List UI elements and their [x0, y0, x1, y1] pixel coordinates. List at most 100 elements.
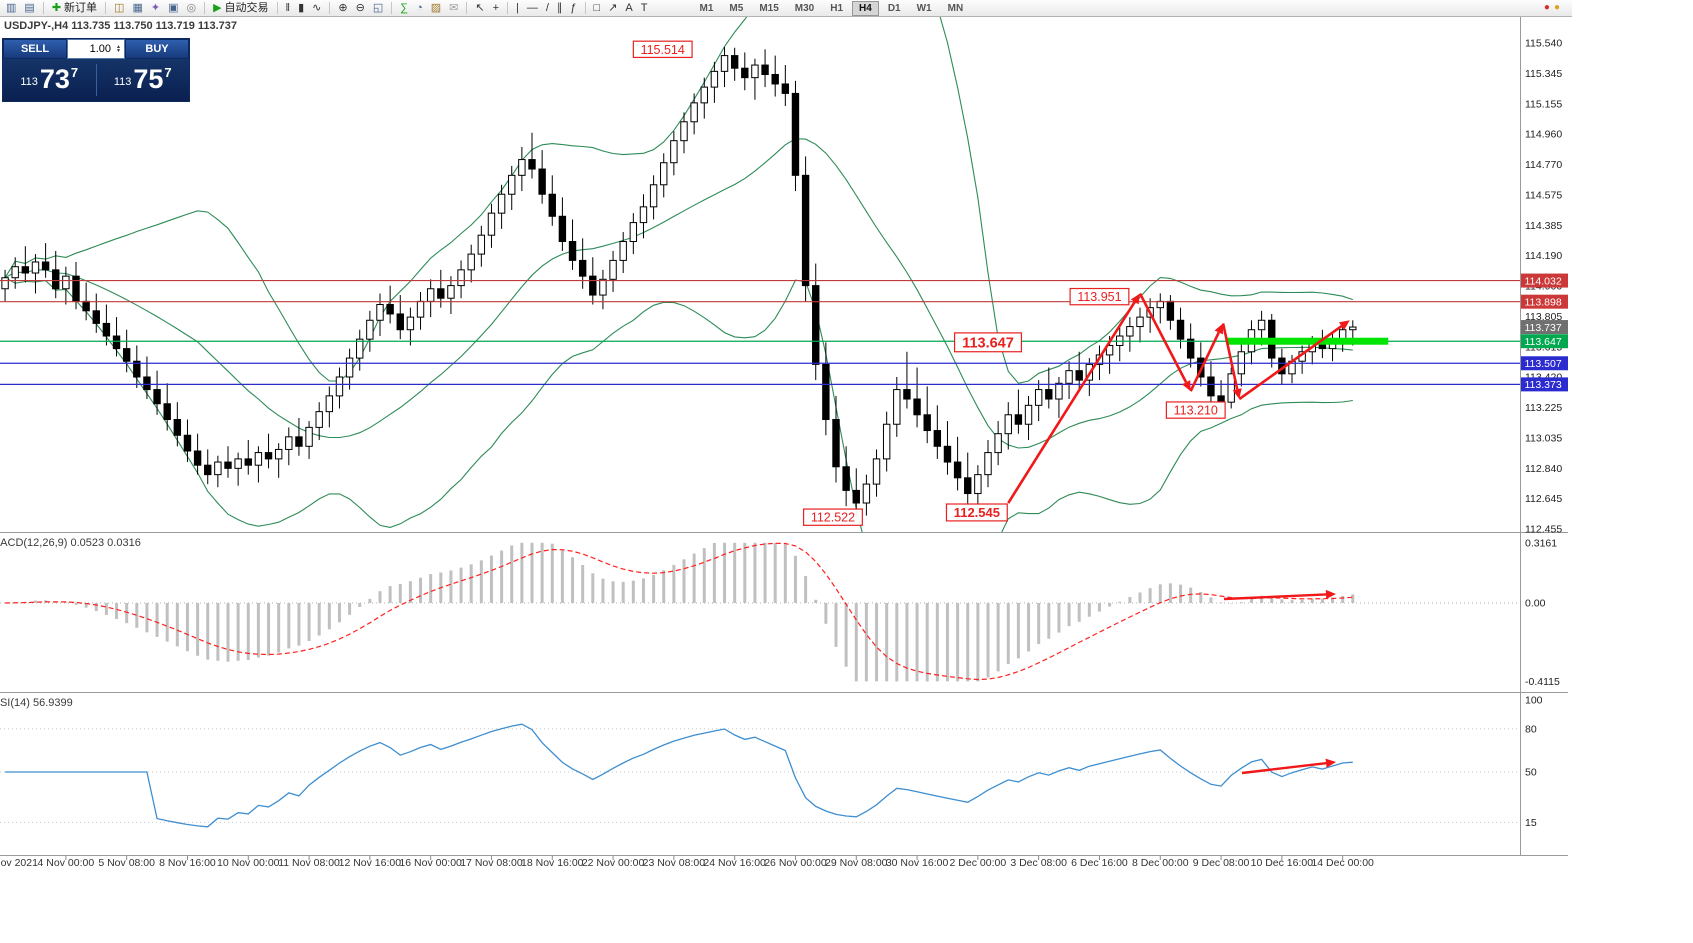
timeframe-h1-button[interactable]: H1 [823, 1, 850, 16]
bar-chart-mode-button[interactable]: ‖ [283, 1, 294, 16]
svg-text:30 Nov 16:00: 30 Nov 16:00 [886, 857, 949, 869]
volume-value[interactable]: 1.00 [89, 43, 111, 55]
templates-icon: ▨ [430, 1, 442, 14]
svg-text:8 Nov 16:00: 8 Nov 16:00 [159, 857, 216, 869]
trendline-button[interactable]: / [543, 1, 552, 16]
new-chart-button[interactable]: ▥ [3, 1, 19, 16]
buy-button[interactable]: BUY [125, 39, 189, 59]
svg-text:-0.4115: -0.4115 [1525, 676, 1560, 688]
zoom-in-icon: ⊕ [338, 1, 348, 14]
timeframe-h4-button[interactable]: H4 [852, 0, 879, 16]
candle-chart-mode-button[interactable]: ▮ [295, 1, 307, 16]
fibonacci-button[interactable]: ƒ [567, 1, 579, 16]
svg-text:18 Nov 16:00: 18 Nov 16:00 [521, 857, 584, 869]
bar-chart-mode-icon: ‖ [285, 1, 291, 14]
toolbar-separator [42, 2, 44, 14]
svg-text:8 Dec 00:00: 8 Dec 00:00 [1132, 857, 1189, 869]
mail-button[interactable]: ✉ [446, 1, 461, 16]
zoom-out-icon: ⊖ [355, 1, 365, 14]
connection-status-icon: ● [1543, 2, 1550, 13]
text-label-button[interactable]: T [638, 1, 651, 16]
buy-price-pip: 7 [164, 64, 172, 80]
svg-text:23 Nov 08:00: 23 Nov 08:00 [643, 857, 706, 869]
indicators-button[interactable]: ∑ [397, 1, 411, 16]
arrows-tool-button[interactable]: ↗ [605, 1, 620, 16]
timeframe-mn-button[interactable]: MN [941, 1, 971, 16]
zoom-out-button[interactable]: ⊖ [353, 1, 368, 16]
templates-button[interactable]: ▨ [428, 1, 444, 16]
spin-down-icon[interactable]: ▼ [116, 48, 121, 54]
data-window-button[interactable]: ▦ [129, 1, 145, 16]
cursor-button[interactable]: ↖ [472, 1, 487, 16]
crosshair-button[interactable]: + [490, 1, 502, 16]
volume-spinner[interactable]: ▲ ▼ [113, 44, 124, 54]
macd-panel: 0.3161 0.00 -0.4115 [0, 537, 1560, 688]
trade-buttons-row: SELL 1.00 ▲ ▼ BUY [3, 39, 189, 59]
new-order-icon: ✚ [51, 1, 62, 14]
strategy-tester-button[interactable]: ◎ [183, 1, 199, 16]
zoom-in-button[interactable]: ⊕ [335, 1, 350, 16]
svg-text:10 Nov 00:00: 10 Nov 00:00 [217, 857, 280, 869]
svg-text:114.960: 114.960 [1525, 129, 1562, 141]
mail-icon: ✉ [449, 1, 459, 14]
buy-price-big: 75 [133, 63, 164, 94]
svg-text:15: 15 [1525, 817, 1537, 829]
svg-text:114.385: 114.385 [1525, 220, 1562, 232]
equidistant-channel-button[interactable]: ∥ [554, 1, 566, 16]
shapes-button[interactable]: □ [591, 1, 604, 16]
svg-text:6 Dec 16:00: 6 Dec 16:00 [1071, 857, 1128, 869]
panel-separators [0, 17, 1568, 856]
volume-input[interactable]: 1.00 ▲ ▼ [67, 39, 125, 59]
toolbar-icons-group: ▥ ▤ ✚ 新订单 ◫ ▦ ✦ ▣ ◎ ▶ 自动交易 ‖ ▮ ∿ ⊕ ⊖ ◱ ∑ ◔ ▨ ✉ ↖ + | — / ∥ ƒ □ ↗ A T [0, 0, 652, 16]
new-order-button[interactable]: ✚ 新订单 [49, 1, 100, 16]
periods-button[interactable]: ◔ [413, 1, 426, 16]
market-watch-icon: ◫ [114, 1, 125, 14]
trend-arrows[interactable] [1007, 292, 1350, 504]
timeframe-m1-button[interactable]: M1 [693, 1, 721, 16]
market-watch-button[interactable]: ◫ [111, 1, 127, 16]
svg-text:14 Dec 00:00: 14 Dec 00:00 [1311, 857, 1374, 869]
svg-text:113.805: 113.805 [1525, 311, 1562, 323]
svg-text:5 Nov 08:00: 5 Nov 08:00 [98, 857, 155, 869]
price-annotations[interactable]: 115.514 113.951 113.647 113.210 112.522 112.5… [632, 40, 1226, 526]
svg-text:80: 80 [1525, 723, 1537, 735]
timeframe-d1-button[interactable]: D1 [881, 1, 908, 16]
vertical-line-button[interactable]: | [513, 1, 522, 16]
svg-text:24 Nov 16:00: 24 Nov 16:00 [703, 857, 766, 869]
shapes-icon: □ [593, 1, 601, 14]
svg-text:0.3161: 0.3161 [1525, 537, 1557, 549]
svg-text:113.951: 113.951 [1077, 290, 1121, 304]
text-tool-button[interactable]: A [622, 1, 635, 16]
toolbar-separator [204, 2, 206, 14]
timeframe-m5-button[interactable]: M5 [722, 1, 750, 16]
strategy-tester-icon: ◎ [186, 1, 197, 14]
svg-text:113.898: 113.898 [1525, 296, 1562, 308]
rsi-indicator-label: RSI(14) 56.9399 [0, 697, 73, 709]
candle-chart-mode-icon: ▮ [298, 1, 305, 14]
line-chart-mode-button[interactable]: ∿ [309, 1, 324, 16]
fibonacci-icon: ƒ [570, 1, 577, 14]
rsi-panel: 100 80 50 15 [0, 695, 1543, 829]
spin-up-icon[interactable]: ▲ [116, 44, 121, 50]
svg-text:11 Nov 08:00: 11 Nov 08:00 [278, 857, 340, 869]
terminal-icon: ▣ [168, 1, 179, 14]
chart-symbol-ohlc-label: USDJPY-,H4 113.735 113.750 113.719 113.7… [4, 20, 238, 32]
toolbar-separator [329, 2, 331, 14]
cursor-icon: ↖ [475, 1, 485, 14]
buy-price: 113 75 7 [97, 65, 190, 96]
autotrading-button[interactable]: ▶ 自动交易 [210, 1, 271, 16]
profiles-button[interactable]: ▤ [21, 1, 37, 16]
timeframe-w1-button[interactable]: W1 [910, 1, 939, 16]
tile-windows-button[interactable]: ◱ [370, 1, 386, 16]
terminal-button[interactable]: ▣ [165, 1, 181, 16]
bid-ask-display[interactable]: 113 73 7 113 75 7 [3, 59, 189, 101]
svg-text:113.210: 113.210 [1174, 404, 1218, 418]
navigator-button[interactable]: ✦ [148, 1, 163, 16]
timeframe-m15-button[interactable]: M15 [752, 1, 785, 16]
horizontal-line-button[interactable]: — [524, 1, 541, 16]
timeframe-m30-button[interactable]: M30 [788, 1, 821, 16]
sell-button[interactable]: SELL [3, 39, 67, 59]
support-zone[interactable] [1226, 337, 1389, 345]
